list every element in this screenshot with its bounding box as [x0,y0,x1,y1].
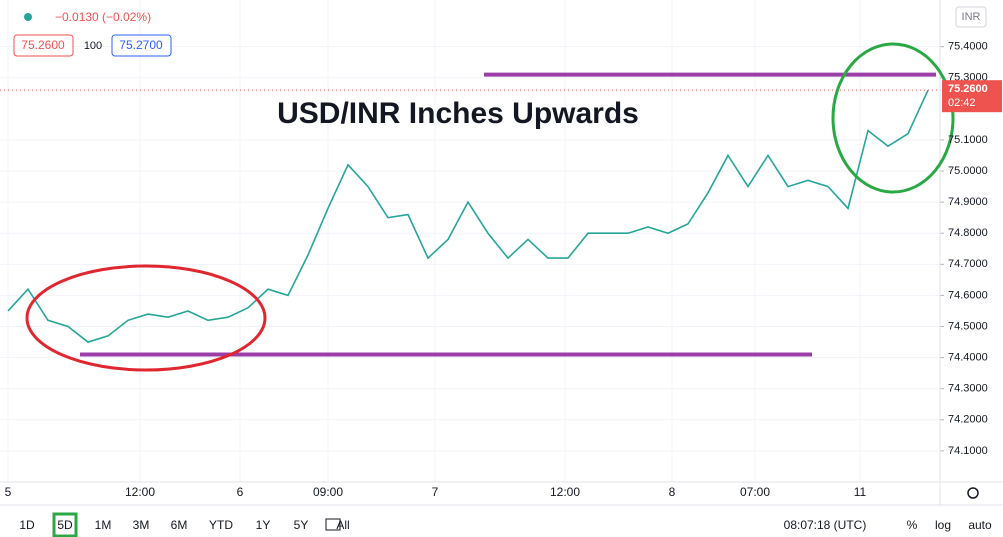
y-tick-label: 74.8000 [948,227,988,239]
x-tick-label: 11 [854,485,867,499]
status-dot [24,13,32,21]
active-range [52,512,78,537]
y-tick-label: 74.7000 [948,258,988,270]
clock: 08:07:18 (UTC) [784,518,867,532]
countdown: 02:42 [948,97,976,109]
price-line [7,89,929,343]
x-tick-label: 5 [5,485,12,499]
x-tick-label: 09:00 [313,485,343,499]
settings-icon[interactable] [967,487,979,499]
scale-option[interactable]: auto [968,518,992,532]
x-tick-label: 6 [237,485,244,499]
y-tick-label: 74.2000 [948,414,988,426]
range-button[interactable]: 1Y [256,518,271,532]
spread: 100 [84,40,102,52]
x-tick-label: 8 [669,485,676,499]
highlight-circle [831,42,955,194]
toolbar: 1D 5D 1M 3M 6M YTD 1Y 5Y All 08:07:18 (UTC)% log au… [19,512,992,537]
y-tick-label: 74.3000 [948,383,988,395]
range-button[interactable]: 3M [133,518,150,532]
y-tick-label: 74.4000 [948,352,988,364]
ask-box[interactable] [111,34,172,57]
y-tick-label: 75.0000 [948,165,988,177]
bid-box[interactable] [13,34,74,57]
y-tick-label: 74.6000 [948,289,988,301]
last-price-box [942,80,1002,113]
range-button[interactable]: 5Y [294,518,309,532]
symbol-box[interactable] [955,6,987,28]
range-button[interactable]: 5D [57,518,73,532]
symbol: INR [962,11,981,23]
x-tick-label: 07:00 [740,485,770,499]
plot [0,72,940,357]
grid [0,0,944,482]
range-button[interactable]: All [336,518,349,532]
y-tick-label: 75.4000 [948,41,988,53]
y-tick-label: 74.9000 [948,196,988,208]
range-button[interactable]: 1D [19,518,35,532]
scale-option[interactable]: % [907,518,918,532]
change: −0.0130 (−0.02%) [55,10,151,24]
date-range-icon[interactable] [325,518,341,531]
scale-option[interactable]: log [935,518,951,532]
last-price-label: 75.2600 [948,83,988,95]
y-tick-label: 74.5000 [948,320,988,332]
y-tick-label: 75.1000 [948,134,988,146]
x-tick-label: 12:00 [125,485,155,499]
range-button[interactable]: 6M [171,518,188,532]
x-tick-label: 12:00 [550,485,580,499]
x-tick-label: 7 [432,485,439,499]
highlight-circle [25,264,267,372]
bid: 75.2600 [21,38,65,52]
range-button[interactable]: 1M [95,518,112,532]
y-tick-label: 74.1000 [948,445,988,457]
range-button[interactable]: YTD [209,518,233,532]
ask: 75.2700 [119,38,163,52]
annotation: USD/INR Inches Upwards [277,97,639,130]
